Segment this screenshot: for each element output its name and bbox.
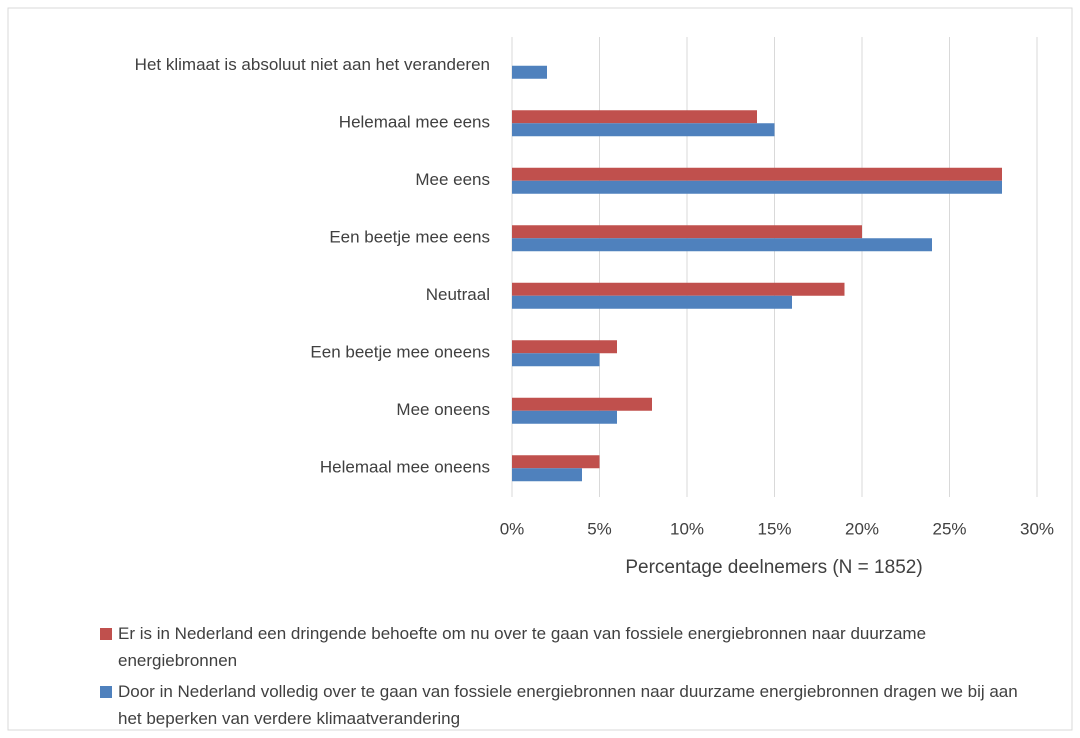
bar: [512, 455, 600, 469]
legend-label: Er is in Nederland een dringende behoeft…: [118, 624, 927, 670]
x-tick-label: 25%: [932, 519, 966, 538]
x-tick-label: 0%: [500, 519, 525, 538]
bar: [512, 295, 792, 309]
bar: [512, 238, 932, 252]
y-tick-label: Helemaal mee oneens: [320, 458, 490, 477]
bar: [512, 410, 617, 424]
legend-swatch: [100, 686, 112, 698]
x-tick-label: 15%: [757, 519, 791, 538]
bar: [512, 340, 617, 354]
legend-item: Er is in Nederland een dringende behoeft…: [100, 620, 1030, 674]
bar: [512, 110, 757, 124]
bar: [512, 353, 600, 367]
x-axis-title: Percentage deelnemers (N = 1852): [625, 557, 922, 578]
legend-item: Door in Nederland volledig over te gaan …: [100, 678, 1030, 732]
y-tick-label: Helemaal mee eens: [339, 113, 490, 132]
y-tick-label: Het klimaat is absoluut niet aan het ver…: [135, 55, 490, 74]
bar: [512, 468, 582, 482]
bar: [512, 282, 845, 296]
legend-swatch: [100, 628, 112, 640]
legend: Er is in Nederland een dringende behoeft…: [100, 620, 1030, 736]
y-tick-label: Mee eens: [415, 170, 490, 189]
y-tick-label: Neutraal: [426, 285, 490, 304]
x-tick-label: 10%: [670, 519, 704, 538]
bar: [512, 180, 1002, 194]
bar: [512, 65, 547, 79]
legend-label: Door in Nederland volledig over te gaan …: [118, 682, 1018, 728]
y-tick-label: Een beetje mee eens: [329, 228, 490, 247]
bar: [512, 123, 775, 137]
y-tick-label: Een beetje mee oneens: [310, 343, 490, 362]
x-tick-label: 5%: [587, 519, 612, 538]
bar: [512, 167, 1002, 181]
x-tick-label: 30%: [1020, 519, 1054, 538]
bar: [512, 225, 862, 239]
x-tick-label: 20%: [845, 519, 879, 538]
bar: [512, 397, 652, 411]
chart-border: [7, 7, 1073, 731]
y-tick-label: Mee oneens: [396, 400, 490, 419]
